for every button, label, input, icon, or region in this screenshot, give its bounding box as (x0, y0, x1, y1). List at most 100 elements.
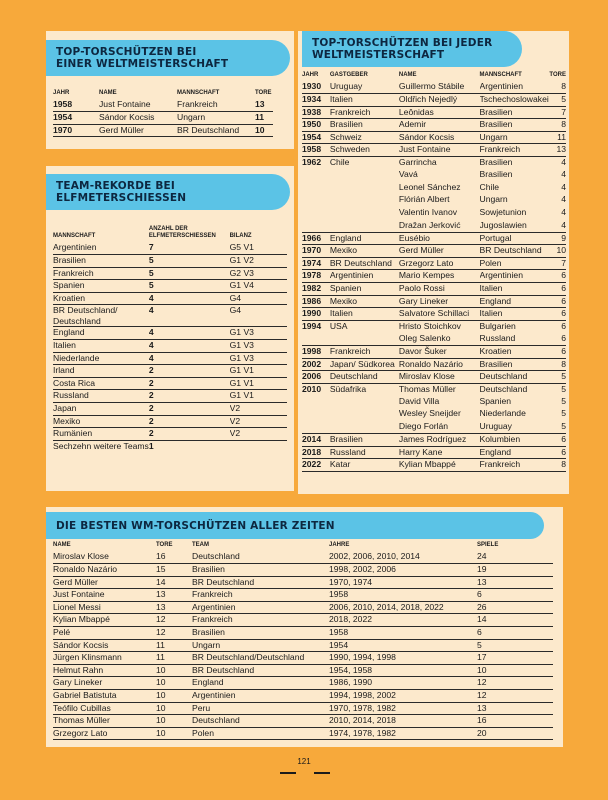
col-gastgeber: GASTGEBER (329, 72, 368, 78)
table-cell: 1954 (53, 111, 99, 125)
table-cell: Rumänien (53, 427, 149, 441)
table-cell: BR Deutschland (177, 124, 255, 138)
table-cell: 11 (255, 111, 273, 125)
table-cell: 2018 (302, 446, 330, 460)
table-cell: G1 V1 (229, 377, 287, 391)
table-row: 1958 Schweden Just Fontaine Frankreich 13 (302, 143, 566, 158)
footer-dash-left (280, 772, 296, 774)
top-scorers-each-wc-table: JAHR GASTGEBER NAME MANNSCHAFT TORE 1930… (302, 72, 566, 472)
table-cell: Spanien (53, 279, 149, 293)
table-cell: 2 (148, 427, 230, 441)
table-cell: 4 (148, 326, 230, 341)
table-cell: V2 (229, 427, 287, 441)
table-cell: 1998, 2002, 2006 (329, 563, 477, 577)
table-cell (302, 408, 330, 421)
table-cell: Diego Forlán (398, 421, 480, 435)
table-cell: Italien (53, 339, 149, 353)
table-cell: Gerd Müller (99, 124, 177, 138)
table-cell: Frankreich (177, 99, 255, 113)
header-line-1: TOP-TORSCHÜTZEN BEI JEDER (312, 37, 493, 49)
table-row: Diego Forlán Uruguay 5 (302, 421, 566, 435)
table-cell: Salvatore Schillaci (398, 307, 480, 321)
table-row: David Villa Spanien 5 (302, 396, 566, 409)
table-row: Ronaldo Nazário 15 Brasilien 1998, 2002, 20… (53, 563, 553, 577)
table-cell: Sándor Kocsis (398, 131, 480, 145)
table-cell: Dražan Jerković (398, 219, 480, 233)
table-row: Irland 2 G1 V1 (53, 364, 287, 378)
col-jahr: JAHR (302, 72, 319, 78)
table-cell: Irland (53, 364, 149, 378)
header-line-2: EINER WELTMEISTERSCHAFT (56, 58, 229, 70)
table-cell: 10 (156, 714, 192, 728)
table-row: Thomas Müller 10 Deutschland 2010, 2014, 20… (53, 714, 553, 728)
table-row: 1958 Just Fontaine Frankreich 13 (53, 99, 273, 113)
col-name: NAME (398, 72, 417, 78)
table-row: 1970 Gerd Müller BR Deutschland 10 (53, 124, 273, 138)
table-cell (330, 396, 399, 409)
table-cell: 12 (477, 689, 553, 703)
table-cell: Wesley Sneijder (398, 408, 461, 419)
table-row: Niederlande 4 G1 V3 (53, 352, 287, 366)
table-cell: 4 (561, 194, 566, 205)
table-cell: Gary Lineker (398, 295, 480, 309)
table-cell: Deutschland (479, 370, 550, 384)
table-cell: 12 (156, 626, 192, 640)
table-cell: G4 (229, 292, 287, 306)
table-cell: 1958 (302, 143, 330, 158)
table-cell: 1958 (53, 99, 99, 113)
table-cell: V2 (229, 402, 287, 416)
table-cell: 14 (477, 613, 553, 628)
table-row: 2006 Deutschland Miroslav Klose Deutschland… (302, 370, 566, 384)
table-cell: 5 (561, 395, 566, 406)
table-cell: Just Fontaine (398, 143, 480, 158)
table-cell: G4 (229, 304, 287, 328)
table-cell: Peru (192, 702, 329, 716)
table-cell: 2 (148, 389, 230, 404)
table-cell: 6 (549, 269, 566, 283)
table-cell: Leonel Sánchez (398, 181, 461, 192)
table-cell: Jugoslawien (479, 219, 550, 233)
table-cell: 20 (477, 727, 553, 741)
table-cell: Gary Lineker (53, 676, 156, 691)
col-name: NAME (99, 90, 117, 96)
table-cell: Costa Rica (53, 377, 149, 391)
table-cell: Sechzehn weitere Teams (53, 440, 149, 451)
table-cell: 6 (549, 345, 566, 359)
table-cell: Mario Kempes (398, 269, 480, 283)
table-cell (302, 207, 330, 220)
table-cell: BR Deutschland (192, 576, 329, 590)
table-row: Helmut Rahn 10 BR Deutschland 1954, 1958 10 (53, 664, 553, 678)
table-cell: Russland (329, 446, 399, 460)
table-cell: Brasilien (329, 433, 399, 447)
table-cell: 6 (549, 295, 566, 309)
col-bilanz: BILANZ (229, 233, 252, 239)
table-row: 1966 England Eusébio Portugal 9 (302, 232, 566, 246)
table-cell: Bulgarien (479, 320, 516, 331)
table-cell: 1970, 1974 (329, 576, 477, 590)
table-cell: 5 (148, 279, 230, 293)
table-cell: 5 (549, 421, 566, 435)
table-cell: Ungarn (192, 639, 329, 653)
table-cell: 6 (477, 626, 553, 640)
table-cell: Brasilien (479, 118, 550, 132)
table-cell: Frankreich (192, 613, 329, 628)
header-line-2: ELFMETERSCHIESSEN (56, 192, 187, 204)
table-cell: 10 (156, 702, 192, 716)
table-cell: 4 (561, 181, 566, 192)
table-cell: 1958 (329, 626, 477, 640)
table-cell: G1 V3 (229, 326, 287, 341)
table-cell: 4 (148, 304, 230, 328)
table-cell: Frankreich (192, 588, 329, 602)
table-cell: Japan (53, 402, 149, 416)
header-title: DIE BESTEN WM-TORSCHÜTZEN ALLER ZEITEN (56, 520, 335, 532)
table-cell: 10 (156, 676, 192, 691)
table-row: 1974 BR Deutschland Grzegorz Lato Polen 7 (302, 257, 566, 271)
table-row: 1986 Mexiko Gary Lineker England 6 (302, 295, 566, 309)
table-row: Costa Rica 2 G1 V1 (53, 377, 287, 391)
table-cell (330, 182, 399, 195)
table-cell: Argentinien (53, 242, 149, 256)
table-row: BR Deutschland/ Deutschland 4 G4 (53, 304, 287, 328)
table-cell: 13 (477, 702, 553, 716)
table-cell: Mexiko (329, 244, 399, 258)
table-row: 1954 Sándor Kocsis Ungarn 11 (53, 111, 273, 125)
